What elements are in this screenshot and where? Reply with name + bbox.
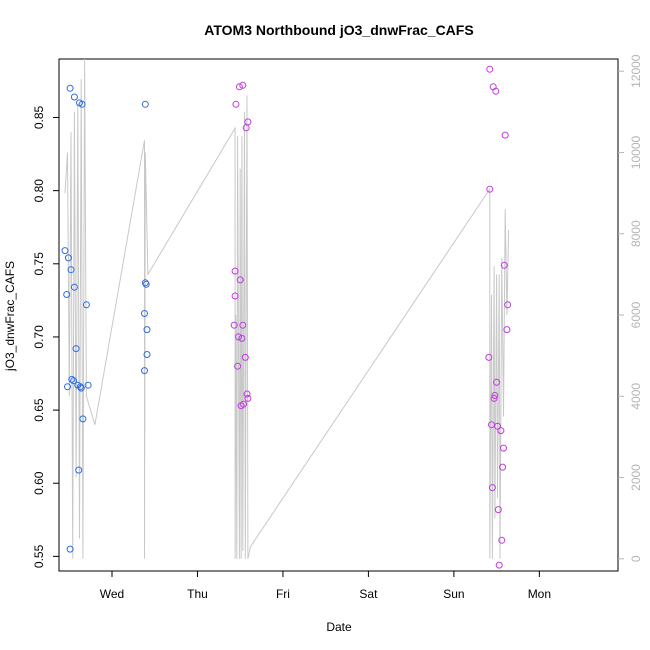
data-point-2-39	[504, 301, 512, 309]
data-point-2-36	[500, 261, 508, 269]
y-right-tick-label: 8000	[629, 220, 643, 247]
data-point-2-6	[235, 333, 242, 341]
y-right-tick-label: 10000	[629, 135, 643, 169]
data-point-2-25	[490, 394, 498, 402]
data-point-1-8	[68, 375, 76, 383]
x-tick-label: Wed	[100, 587, 124, 601]
data-point-1-19	[79, 415, 87, 423]
x-tick-label: Sat	[359, 587, 378, 601]
y-right-tick-label: 6000	[629, 301, 643, 328]
y-right-tick-label: 0	[629, 555, 643, 562]
data-point-1-21	[84, 381, 92, 389]
data-point-2-35	[500, 444, 507, 452]
x-axis: Wed Thu Fri Sat Sun Mon	[100, 571, 551, 601]
y-axis: 0.55 0.60 0.65 0.70 0.75 0.80 0.85	[32, 105, 59, 568]
data-point-2-21	[486, 185, 494, 193]
y-right-tick-label: 4000	[629, 383, 643, 410]
data-point-2-28	[493, 378, 501, 386]
altitude-trace	[64, 58, 510, 559]
data-point-2-19	[485, 353, 493, 361]
data-point-2-12	[239, 81, 247, 89]
data-point-2-26	[491, 392, 499, 399]
y-axis-label: jO3_dnwFrac_CAFS	[3, 261, 17, 372]
x-tick-label: Fri	[276, 587, 290, 601]
data-point-1-28	[143, 351, 151, 358]
data-point-1-14	[75, 466, 83, 474]
data-point-2-4	[232, 100, 240, 108]
data-point-2-17	[244, 394, 252, 402]
data-point-2-10	[238, 334, 246, 342]
x-tick-label: Thu	[187, 587, 208, 601]
data-point-1-23	[141, 310, 148, 317]
data-point-2-33	[498, 536, 506, 544]
data-point-1-16	[76, 383, 84, 391]
data-point-1-9	[70, 377, 77, 385]
data-point-1-10	[70, 93, 78, 101]
data-point-2-37	[501, 131, 509, 139]
data-point-2-1	[230, 321, 238, 329]
data-point-2-27	[492, 87, 500, 95]
data-point-2-3	[231, 292, 239, 300]
y-tick-label: 0.75	[32, 252, 46, 276]
data-point-2-31	[495, 561, 503, 569]
data-point-2-38	[503, 326, 511, 334]
data-point-1-17	[77, 384, 85, 392]
data-point-2-23	[488, 484, 496, 492]
altitude-line	[64, 58, 510, 559]
y-tick-label: 0.70	[32, 325, 46, 349]
data-point-1-2	[63, 291, 71, 298]
data-point-2-11	[239, 321, 247, 329]
data-point-1-18	[78, 100, 86, 108]
data-point-2-13	[240, 400, 248, 408]
data-point-2-32	[497, 427, 505, 435]
data-points	[61, 65, 512, 569]
data-point-2-2	[231, 267, 239, 275]
y-tick-label: 0.60	[32, 471, 46, 495]
data-point-2-5	[234, 362, 242, 370]
data-point-1-20	[82, 301, 90, 309]
x-tick-label: Mon	[528, 587, 551, 601]
data-point-2-34	[499, 463, 507, 471]
y-right-tick-label: 12000	[629, 54, 643, 88]
data-point-2-7	[235, 83, 243, 91]
data-point-2-16	[243, 390, 251, 398]
data-point-2-8	[236, 276, 244, 284]
data-point-1-22	[141, 367, 148, 375]
data-point-1-3	[64, 383, 71, 391]
data-point-2-18	[244, 118, 252, 126]
chart-title: ATOM3 Northbound jO3_dnwFrac_CAFS	[204, 22, 473, 38]
x-axis-label: Date	[326, 620, 352, 634]
plot-frame	[58, 58, 619, 572]
y-tick-label: 0.55	[32, 544, 46, 568]
data-point-1-11	[70, 283, 78, 291]
data-point-2-29	[494, 422, 501, 430]
data-point-1-4	[64, 254, 72, 262]
data-point-1-6	[66, 545, 74, 553]
y-axis-right: 0 2000 4000 6000 8000 10000 12000	[618, 54, 643, 562]
data-point-1-12	[72, 345, 80, 353]
data-point-1-24	[141, 100, 149, 108]
y-tick-label: 0.65	[32, 398, 46, 422]
data-point-2-14	[241, 353, 249, 361]
y-right-tick-label: 2000	[629, 464, 643, 491]
data-point-1-5	[66, 84, 74, 92]
y-tick-label: 0.80	[32, 179, 46, 203]
data-point-1-1	[61, 247, 69, 255]
data-point-1-27	[143, 326, 151, 334]
x-tick-label: Sun	[443, 587, 464, 601]
data-point-2-20	[486, 65, 494, 73]
data-point-2-30	[494, 506, 502, 514]
data-point-1-7	[67, 266, 75, 274]
data-point-1-26	[142, 280, 150, 288]
data-point-1-25	[141, 279, 149, 287]
y-tick-label: 0.85	[32, 105, 46, 129]
